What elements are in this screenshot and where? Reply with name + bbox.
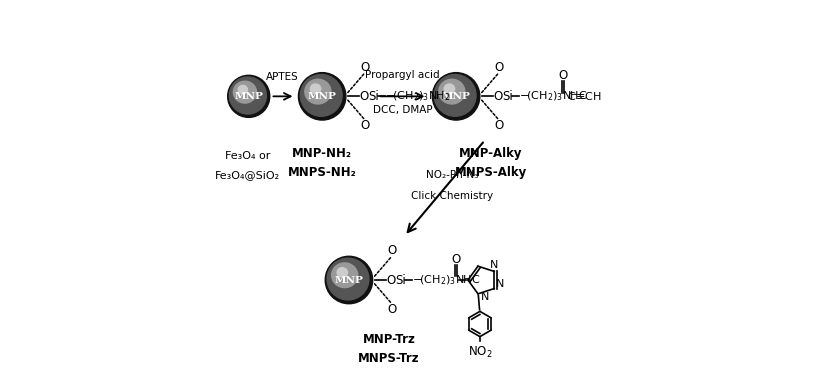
Text: APTES: APTES bbox=[266, 72, 299, 82]
Text: Si: Si bbox=[394, 273, 405, 286]
Text: MNP: MNP bbox=[234, 92, 263, 101]
Ellipse shape bbox=[238, 85, 247, 94]
Ellipse shape bbox=[325, 256, 372, 304]
Ellipse shape bbox=[300, 74, 342, 116]
Text: N: N bbox=[490, 260, 498, 270]
Ellipse shape bbox=[438, 79, 464, 104]
Text: O: O bbox=[386, 273, 395, 286]
Ellipse shape bbox=[304, 79, 331, 104]
Text: $-\!$(CH$_2$)$_3$NH$_2$: $-\!$(CH$_2$)$_3$NH$_2$ bbox=[385, 89, 451, 103]
Text: N: N bbox=[480, 292, 489, 302]
Ellipse shape bbox=[432, 73, 479, 120]
Text: Si: Si bbox=[368, 90, 379, 103]
Text: $-\!$(CH$_2$)$_3$NHC: $-\!$(CH$_2$)$_3$NHC bbox=[412, 273, 480, 287]
Ellipse shape bbox=[310, 84, 320, 93]
Text: MNP-NH₂: MNP-NH₂ bbox=[292, 147, 351, 160]
Text: O: O bbox=[387, 303, 396, 316]
Text: C$\!\equiv\!$CH: C$\!\equiv\!$CH bbox=[566, 90, 601, 103]
Ellipse shape bbox=[444, 84, 454, 93]
Text: N: N bbox=[495, 279, 504, 289]
Ellipse shape bbox=[233, 81, 256, 103]
Text: MNP-Trz: MNP-Trz bbox=[362, 333, 415, 346]
Ellipse shape bbox=[433, 74, 476, 116]
Text: O: O bbox=[493, 90, 502, 103]
Text: NO₂-Ph-N₃: NO₂-Ph-N₃ bbox=[426, 170, 478, 180]
Text: Propargyl acid: Propargyl acid bbox=[365, 70, 439, 80]
Text: MNP: MNP bbox=[308, 92, 337, 101]
Text: Fe₃O₄@SiO₂: Fe₃O₄@SiO₂ bbox=[215, 170, 280, 180]
Text: MNPS-Trz: MNPS-Trz bbox=[358, 352, 419, 365]
Text: $-\!$(CH$_2$)$_3$NHC: $-\!$(CH$_2$)$_3$NHC bbox=[519, 89, 587, 103]
Text: O: O bbox=[451, 253, 460, 266]
Text: NO$_2$: NO$_2$ bbox=[467, 345, 491, 360]
Text: DCC, DMAP: DCC, DMAP bbox=[372, 105, 432, 115]
Text: O: O bbox=[558, 69, 567, 82]
Text: O: O bbox=[359, 90, 369, 103]
Ellipse shape bbox=[337, 268, 347, 277]
Text: O: O bbox=[360, 61, 369, 74]
Ellipse shape bbox=[327, 258, 369, 300]
Ellipse shape bbox=[227, 75, 270, 118]
Text: O: O bbox=[387, 245, 396, 257]
Text: O: O bbox=[494, 61, 503, 74]
Ellipse shape bbox=[298, 73, 346, 120]
Ellipse shape bbox=[332, 263, 357, 288]
Text: O: O bbox=[360, 119, 369, 132]
Text: Si: Si bbox=[502, 90, 513, 103]
Text: MNP: MNP bbox=[441, 92, 470, 101]
Text: MNPS-Alky: MNPS-Alky bbox=[454, 166, 526, 179]
Text: O: O bbox=[494, 119, 503, 132]
Text: MNP: MNP bbox=[334, 275, 363, 285]
Text: MNP-Alky: MNP-Alky bbox=[458, 147, 522, 160]
Text: Click Chemistry: Click Chemistry bbox=[411, 191, 493, 201]
Text: Fe₃O₄ or: Fe₃O₄ or bbox=[225, 151, 270, 161]
Ellipse shape bbox=[229, 77, 266, 114]
Text: MNPS-NH₂: MNPS-NH₂ bbox=[288, 166, 356, 179]
